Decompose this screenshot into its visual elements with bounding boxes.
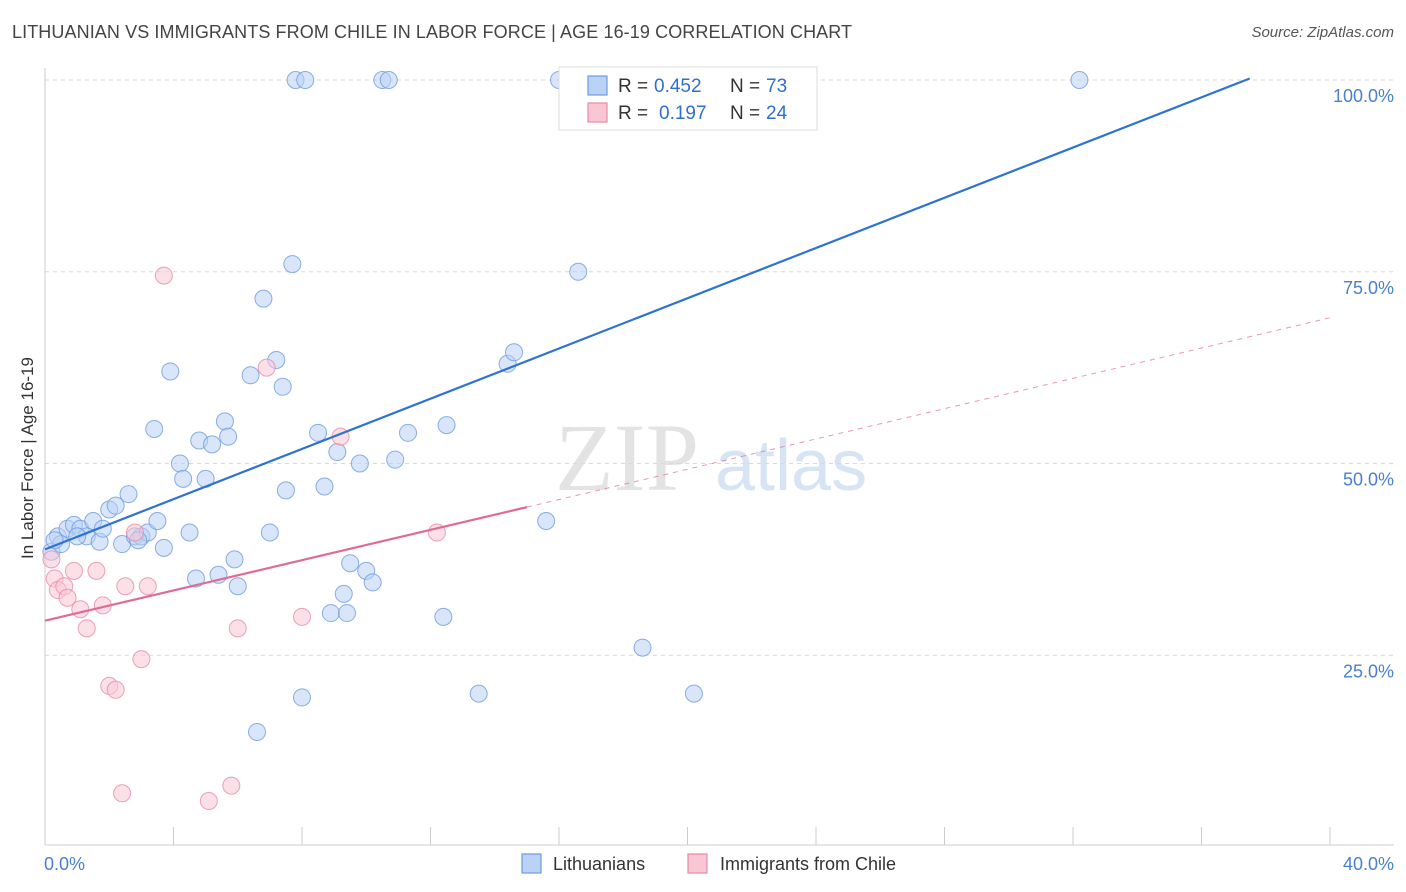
lithuanians-point-19: [154, 538, 173, 557]
lithuanians-point-58: [434, 607, 453, 626]
lithuanians-point-33: [241, 366, 260, 385]
lithuanians-point-40: [283, 255, 302, 274]
trend-lines: [44, 77, 1331, 622]
legend-n-label-0: N =: [730, 76, 760, 97]
lithuanians-point-46: [321, 604, 340, 623]
legend-swatch-lithuanians: [587, 75, 608, 96]
x-tick-label-1: 40.0%: [1343, 854, 1394, 874]
lithuanians-point-69: [1070, 71, 1089, 89]
lithuanians-point-56: [386, 450, 405, 469]
lithuanians-point-27: [203, 435, 222, 454]
lithuanians-point-60: [469, 684, 488, 703]
lithuanians-point-43: [293, 688, 311, 707]
chile-point-12: [113, 784, 132, 803]
bottom-legend-label-lithuanians: Lithuanians: [553, 854, 645, 874]
lithuanians-point-36: [260, 523, 279, 542]
chile-point-4: [58, 588, 77, 607]
lithuanians-point-34: [248, 722, 267, 741]
source-label: Source: ZipAtlas.com: [1251, 24, 1394, 41]
lithuanians-point-59: [437, 416, 456, 435]
chile-point-22: [293, 607, 311, 626]
chile-point-15: [132, 650, 151, 669]
chile-point-21: [257, 358, 276, 377]
chile-point-14: [125, 523, 144, 542]
legend-n-value-1: 24: [766, 103, 788, 124]
lithuanians-point-24: [186, 569, 205, 588]
chile-trend-line: [44, 506, 528, 622]
y-tick-label-75: 75.0%: [1343, 278, 1394, 298]
lithuanians-point-32: [228, 577, 247, 596]
chile-point-16: [138, 577, 157, 596]
x-tick-label-0: 0.0%: [44, 854, 85, 874]
chile-point-5: [64, 561, 83, 580]
bottom-legend-swatch-chile: [687, 853, 708, 874]
lithuanians-point-17: [145, 419, 164, 438]
axes: [44, 68, 1394, 846]
bottom-legend-label-chile: Immigrants from Chile: [720, 854, 896, 874]
lithuanians-point-30: [219, 427, 238, 446]
chile-point-19: [222, 776, 241, 795]
legend-n-value-0: 73: [766, 76, 787, 97]
legend-r-label-0: R =: [618, 76, 648, 97]
chile-point-11: [106, 680, 125, 699]
lithuanians-point-11: [106, 496, 125, 515]
lithuanians-point-47: [328, 442, 347, 461]
stats-legend: R = 0.452 N = 73 R = 0.197 N = 24: [558, 66, 818, 131]
lithuanians-point-21: [170, 454, 189, 473]
lithuanians-point-22: [174, 469, 193, 488]
chile-point-17: [154, 266, 173, 285]
chile-point-6: [71, 600, 90, 619]
lithuanians-point-66: [633, 638, 652, 657]
chile-point-20: [228, 619, 247, 638]
lithuanians-point-49: [337, 604, 356, 623]
legend-n-label-1: N =: [730, 103, 760, 124]
watermark-zip: ZIP: [555, 404, 699, 511]
lithuanians-point-29: [215, 412, 234, 431]
lithuanians-point-20: [161, 362, 180, 381]
lithuanians-point-50: [341, 554, 360, 573]
watermark-atlas: atlas: [715, 426, 867, 506]
lithuanians-point-62: [505, 343, 524, 362]
lithuanians-point-57: [399, 423, 418, 442]
chile-point-18: [199, 791, 218, 810]
chile-point-0: [42, 550, 61, 569]
lithuanians-point-53: [363, 573, 382, 592]
chart-title: LITHUANIAN VS IMMIGRANTS FROM CHILE IN L…: [12, 22, 853, 42]
bottom-legend-swatch-lithuanians: [521, 853, 542, 874]
y-tick-label-25: 25.0%: [1343, 661, 1394, 681]
lithuanians-point-42: [296, 71, 315, 89]
lithuanians-point-67: [684, 684, 703, 703]
lithuanians-point-45: [315, 477, 334, 496]
lithuanians-point-65: [569, 262, 588, 281]
lithuanians-trend-line: [44, 77, 1251, 551]
lithuanians-point-23: [180, 523, 199, 542]
legend-r-value-1: 0.197: [659, 103, 707, 124]
lithuanians-point-39: [276, 481, 295, 500]
lithuanians-point-48: [334, 584, 353, 603]
lithuanians-point-63: [537, 512, 556, 531]
chile-trend-extension: [526, 317, 1331, 508]
legend-swatch-chile: [587, 102, 608, 123]
lithuanians-point-44: [309, 423, 328, 442]
chile-point-7: [77, 619, 96, 638]
lithuanians-point-38: [273, 377, 292, 396]
y-tick-label-100: 100.0%: [1333, 86, 1394, 106]
chile-point-8: [87, 561, 106, 580]
legend-r-label-1: R =: [618, 103, 648, 124]
series-legend: Lithuanians Immigrants from Chile: [521, 853, 896, 874]
lithuanians-point-55: [379, 71, 398, 89]
legend-r-value-0: 0.452: [654, 76, 702, 97]
chile-point-13: [116, 577, 135, 596]
lithuanians-point-13: [119, 485, 138, 504]
lithuanians-point-35: [254, 289, 273, 308]
lithuanians-point-51: [350, 454, 369, 473]
lithuanians-point-31: [225, 550, 244, 569]
y-tick-label-50: 50.0%: [1343, 470, 1394, 490]
lithuanians-point-18: [148, 512, 167, 531]
y-axis-title: In Labor Force | Age 16-19: [18, 357, 37, 559]
